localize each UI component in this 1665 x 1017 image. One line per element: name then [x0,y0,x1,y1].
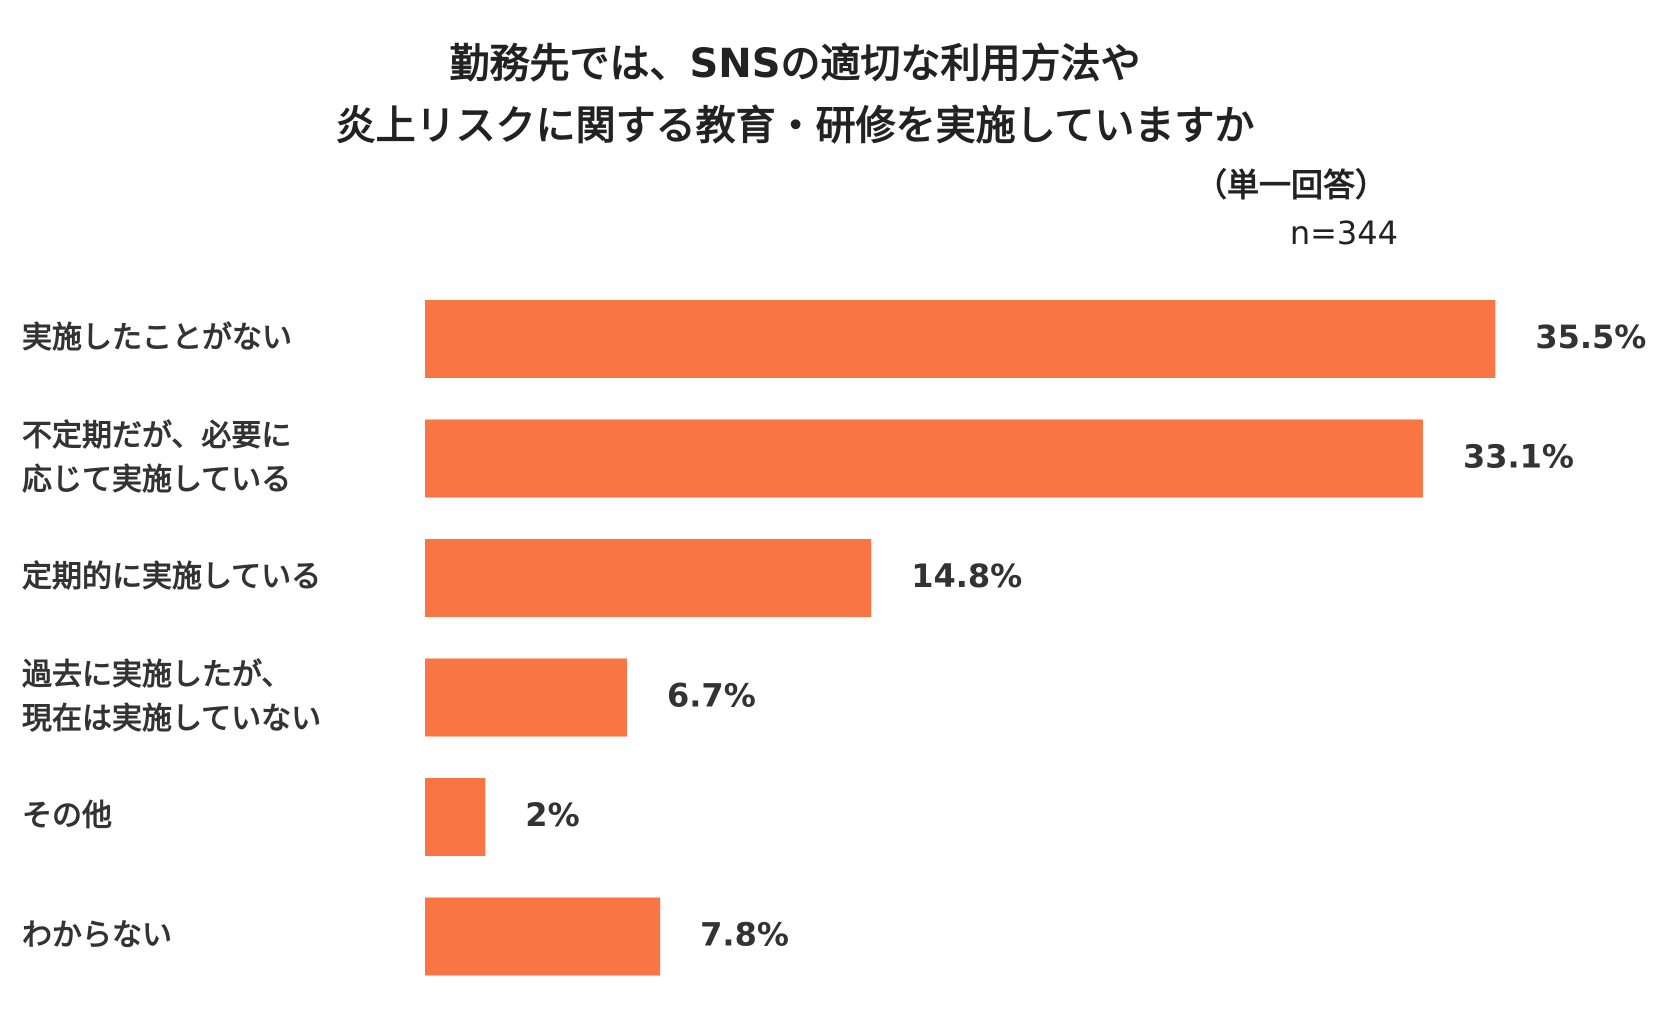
value-label: 6.7% [667,677,756,715]
bar [425,658,628,737]
value-label: 14.8% [911,557,1022,595]
value-label: 33.1% [1463,438,1574,476]
value-label: 7.8% [700,916,789,954]
category-label: わからない [22,918,172,953]
bar [425,539,872,617]
value-label: 2% [525,796,579,834]
bar [425,419,1423,498]
sample-size: n=344 [1290,214,1398,252]
category-label: 過去に実施したが、現在は実施していない [22,657,321,736]
bar [425,897,661,976]
value-label: 35.5% [1535,318,1646,356]
category-label: 定期的に実施している [22,560,321,595]
category-label: 実施したことがない [22,321,292,356]
bar [425,300,1496,378]
chart-title: 勤務先では、SNSの適切な利用方法や炎上リスクに関する教育・研修を実施しています… [336,41,1255,149]
category-label: その他 [22,799,112,834]
subtitle: （単一回答） [1195,166,1387,204]
category-label: 不定期だが、必要に応じて実施している [22,418,291,497]
bar [425,778,486,856]
